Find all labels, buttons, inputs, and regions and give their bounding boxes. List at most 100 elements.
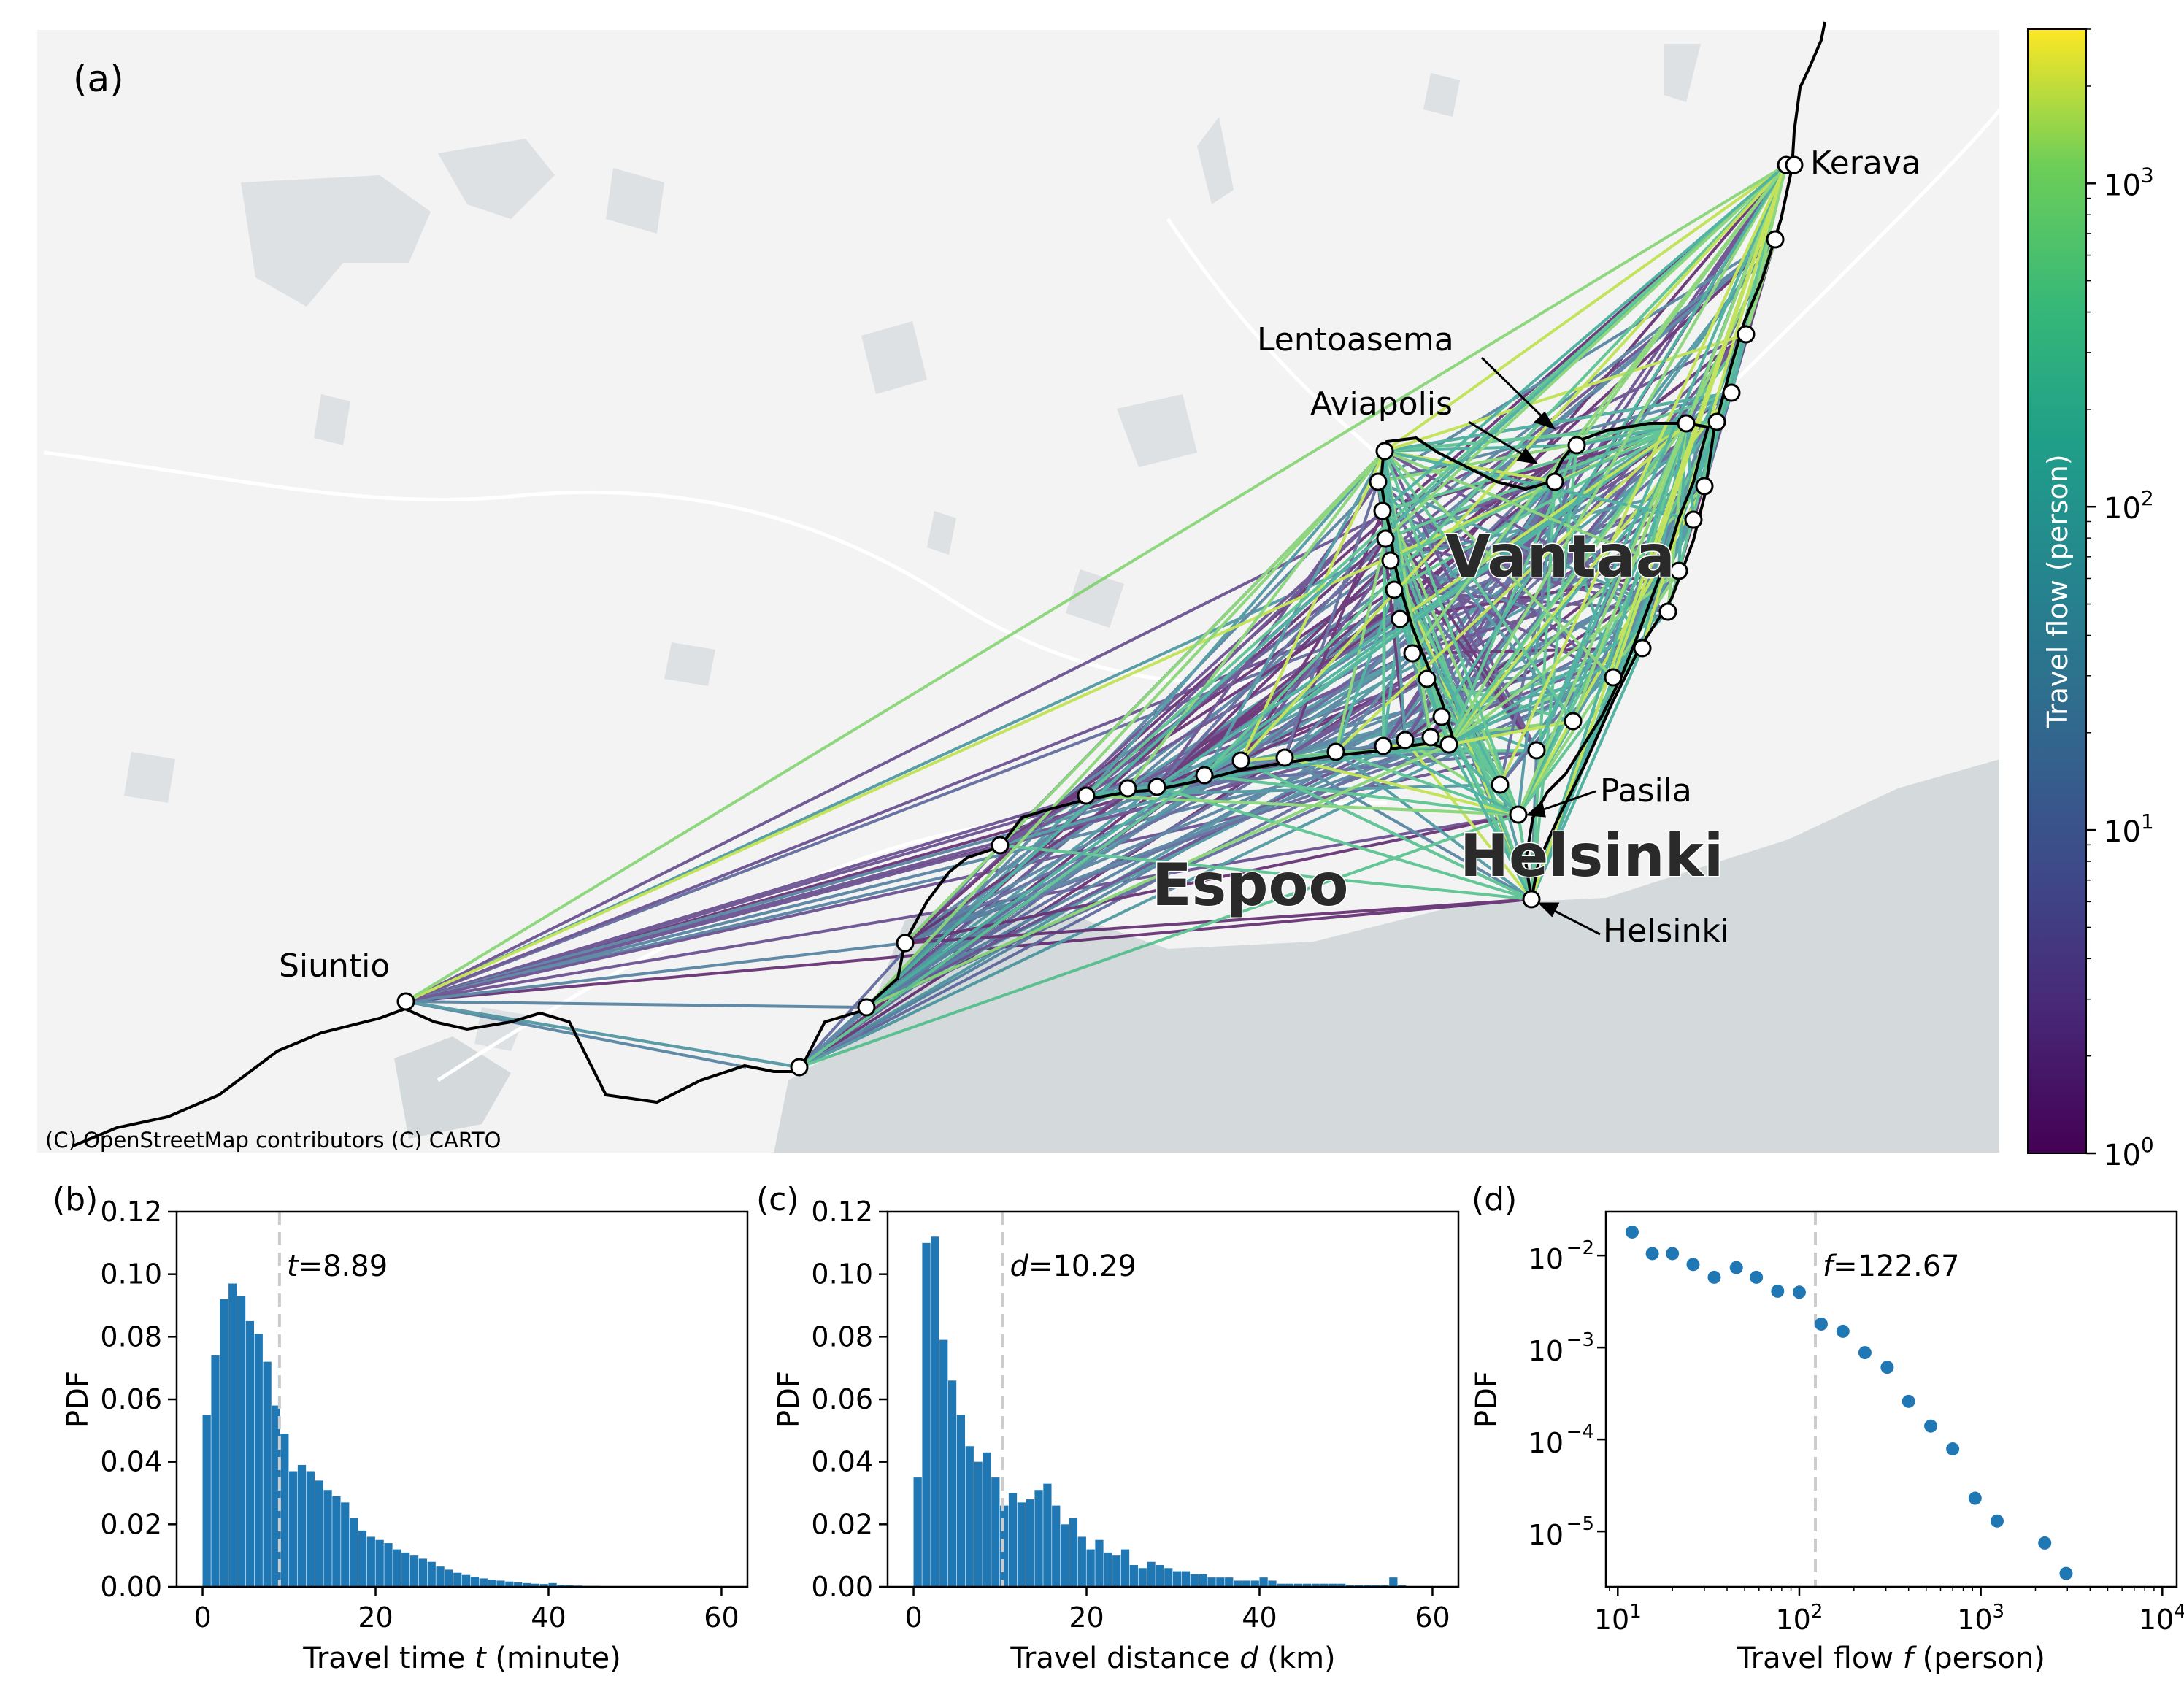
histogram-bar: [436, 1566, 445, 1587]
sea-area: [774, 759, 2000, 1153]
station-marker: [1418, 669, 1437, 688]
flow-line: [1530, 392, 1733, 900]
colorbar-tick-label: 100: [2104, 1133, 2154, 1172]
station-marker: [1604, 668, 1623, 687]
flow-line: [1085, 450, 1386, 797]
x-axis-label-post: (person): [1913, 1642, 2045, 1675]
histogram-bar: [548, 1582, 557, 1587]
flow-line: [798, 844, 1001, 1069]
histogram-bar: [1112, 1555, 1121, 1587]
histogram-bar: [1104, 1552, 1112, 1587]
histogram-bar: [1026, 1499, 1034, 1587]
flow-line: [1448, 720, 1574, 746]
flow-line: [1384, 164, 1788, 540]
flow-line: [1334, 422, 1688, 753]
station-marker: [1275, 748, 1294, 767]
mean-annotation: f=122.67: [1823, 1250, 1960, 1283]
station-marker: [1118, 779, 1137, 798]
histogram-bar: [1233, 1580, 1242, 1587]
station-marker: [1677, 414, 1696, 433]
flow-line: [1399, 618, 1533, 900]
scatter-point: [1902, 1394, 1915, 1408]
panel-c-label: (c): [756, 1181, 799, 1218]
x-tick-label: 104: [2139, 1601, 2184, 1636]
histogram-bar: [1164, 1568, 1173, 1587]
histogram-bar: [358, 1530, 367, 1587]
station-marker: [1669, 561, 1688, 580]
flow-line: [1447, 744, 1533, 900]
flow-line: [1381, 164, 1788, 512]
station-marker: [1522, 890, 1541, 909]
histogram-bar: [983, 1452, 991, 1587]
flow-line: [1085, 164, 1788, 797]
station-marker: [1369, 472, 1388, 491]
station-marker: [896, 934, 915, 953]
scatter-point: [1880, 1361, 1894, 1374]
station-marker: [1403, 644, 1422, 663]
panel-a-label: (a): [73, 58, 124, 100]
station-label-siuntio: Siuntio: [279, 947, 390, 985]
flow-line: [999, 559, 1392, 847]
flow-line: [1284, 756, 1519, 816]
flow-line: [1156, 537, 1387, 788]
city-label-espoo: Espoo: [1152, 851, 1348, 919]
scatter-point: [2059, 1566, 2073, 1580]
map-panel: (a) (C) OpenStreetMap contributors (C) C…: [36, 21, 2001, 1154]
x-tick-label: 40: [1242, 1601, 1277, 1634]
histogram-bar: [202, 1415, 211, 1587]
station-marker: [1376, 529, 1395, 548]
travel-time-histogram: (b) t=8.89 0 20 40 60 0.000.020.040.060.080…: [53, 1181, 749, 1675]
x-axis-label: Travel time t (minute): [302, 1642, 620, 1675]
x-tick-label: 60: [704, 1601, 739, 1634]
station-marker: [1545, 472, 1564, 491]
y-tick-label: 10 −5: [1529, 1513, 1594, 1551]
station-marker: [1564, 712, 1583, 731]
histogram-bar: [280, 1434, 289, 1587]
histogram-bar: [332, 1496, 341, 1587]
panel-d-label: (d): [1472, 1181, 1517, 1218]
histogram-bar: [956, 1415, 966, 1587]
station-marker: [1326, 742, 1345, 761]
scatter-point: [1750, 1270, 1764, 1284]
histogram-bar: [991, 1477, 1000, 1587]
mean-value-text: =122.67: [1833, 1250, 1959, 1283]
flow-line: [866, 743, 1450, 1009]
x-ticks: 0 20 40 60: [904, 1587, 1450, 1634]
histogram-bar: [341, 1502, 350, 1587]
flow-line: [1745, 164, 1788, 335]
flow-line: [1448, 647, 1643, 746]
flow-line: [1499, 445, 1578, 785]
flow-line: [404, 164, 1788, 1003]
histogram-bar: [965, 1446, 974, 1587]
x-axis-label-post: (minute): [486, 1642, 621, 1675]
flow-line: [1685, 423, 1695, 520]
station-marker: [1766, 230, 1785, 249]
flow-line: [1156, 559, 1392, 788]
histogram-bar: [557, 1585, 566, 1587]
histogram-bar: [1138, 1568, 1147, 1587]
flow-line: [1535, 164, 1788, 751]
flow-line: [1384, 420, 1718, 453]
basemap: [36, 29, 2000, 1153]
scatter-point: [1625, 1225, 1639, 1239]
flow-line: [1390, 422, 1687, 562]
y-tick-label: 0.10: [100, 1258, 162, 1291]
histogram-bar: [306, 1471, 315, 1587]
x-tick-label: 101: [1594, 1601, 1642, 1636]
flow-line: [865, 422, 1688, 1009]
histogram-bar: [393, 1549, 401, 1587]
scatter-point: [1836, 1324, 1850, 1338]
histogram-bar: [939, 1339, 948, 1587]
scatter-point: [1924, 1419, 1938, 1433]
flow-line: [1384, 450, 1680, 572]
histogram-bar: [384, 1543, 393, 1587]
x-tick-label: 103: [1957, 1601, 2004, 1636]
histogram-bar: [505, 1581, 514, 1587]
x-ticks: 101 102 103 104: [1594, 1587, 2184, 1636]
histogram-bar: [366, 1536, 375, 1587]
flow-line: [1530, 445, 1578, 900]
histogram-bar: [1095, 1539, 1104, 1587]
histogram-bar: [1268, 1580, 1277, 1587]
histogram-bar: [323, 1490, 332, 1587]
flow-line: [1283, 481, 1380, 758]
